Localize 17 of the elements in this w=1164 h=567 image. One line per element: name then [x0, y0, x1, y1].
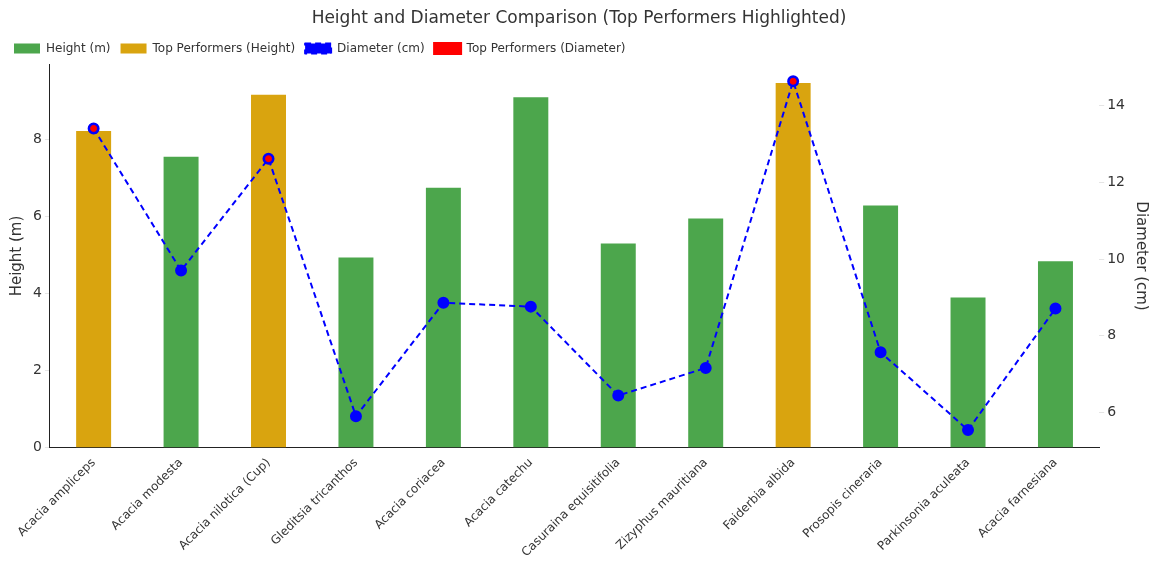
y2-tick-label: 10	[1107, 249, 1126, 266]
legend-label: Top Performers (Height)	[151, 40, 296, 55]
legend-label: Top Performers (Diameter)	[465, 40, 626, 55]
y-tick-label: 6	[32, 207, 42, 224]
y-tick-label: 2	[32, 361, 42, 378]
y2-tick-label: 8	[1107, 326, 1117, 343]
legend-label: Height (m)	[46, 40, 111, 55]
legend-label: Diameter (cm)	[337, 40, 425, 55]
y2-tick-label: 12	[1107, 173, 1126, 190]
y2-axis-title: Diameter (cm)	[1133, 201, 1152, 311]
y-tick-label: 8	[32, 130, 42, 147]
chart-title: Height and Diameter Comparison (Top Performers Highlighted)	[311, 6, 847, 27]
y-tick-label: 4	[32, 284, 42, 301]
y2-tick-label: 14	[1107, 96, 1126, 113]
y-axis-title: Height (m)	[6, 215, 25, 297]
y2-tick-label: 6	[1107, 403, 1117, 420]
y-tick-label: 0	[32, 438, 42, 455]
